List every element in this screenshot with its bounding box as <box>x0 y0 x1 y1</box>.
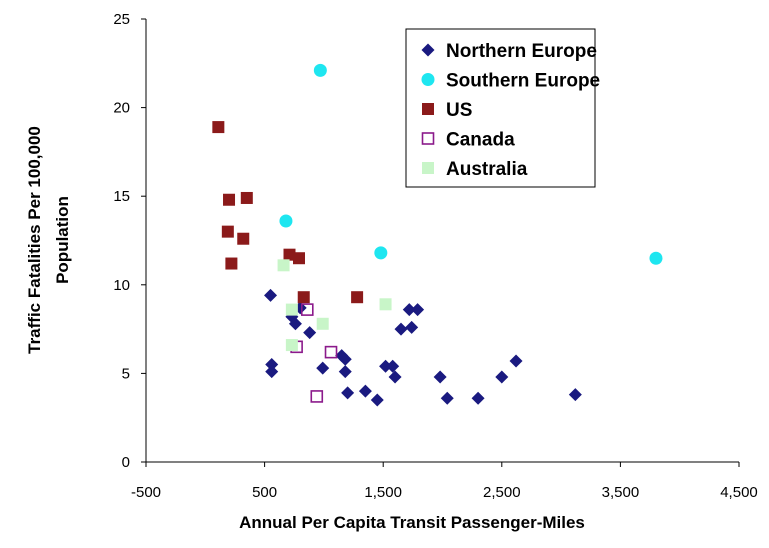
x-tick-label: 500 <box>252 484 277 501</box>
data-point <box>237 232 250 245</box>
series-australia <box>277 259 392 352</box>
plot-area <box>145 19 739 463</box>
series-canada <box>290 303 338 403</box>
data-point <box>285 339 298 352</box>
legend-swatch <box>421 132 435 145</box>
data-point <box>279 214 293 228</box>
x-tick-label: 2,500 <box>483 484 521 501</box>
y-tick-label: 15 <box>113 188 130 205</box>
axis-ticks: 0 5 10 15 20 25 -500 500 1,500 2,500 3,500 4,500 <box>113 11 757 501</box>
data-point <box>288 317 302 331</box>
data-point <box>649 251 663 265</box>
data-point <box>402 303 416 317</box>
legend-label: Southern Europe <box>446 71 600 92</box>
data-point <box>568 388 582 402</box>
data-point <box>283 248 296 261</box>
y-axis-title: Traffic Fatalities Per 100,000 Populatio… <box>25 126 72 354</box>
data-point <box>285 303 298 316</box>
data-point <box>388 370 402 384</box>
y-tick-label: 5 <box>122 365 130 382</box>
legend: Northern Europe Southern Europe US Canada Au… <box>405 28 600 188</box>
data-point <box>264 288 278 302</box>
legend-swatch <box>421 73 435 86</box>
data-point <box>471 391 485 405</box>
y-axis-title-line-2: Population <box>53 196 72 284</box>
series-southern-europe <box>279 63 663 265</box>
data-point <box>223 193 236 206</box>
y-tick-label: 0 <box>122 454 130 471</box>
data-point <box>297 291 310 304</box>
data-points <box>212 63 663 407</box>
legend-swatch <box>422 103 434 115</box>
data-point <box>405 320 419 334</box>
data-point <box>316 361 330 375</box>
legend-item: Southern Europe <box>421 71 600 92</box>
data-point <box>265 358 279 372</box>
legend-label: Northern Europe <box>446 41 597 62</box>
x-tick-label: -500 <box>131 484 161 501</box>
data-point <box>386 359 400 373</box>
y-axis-title-line-1: Traffic Fatalities Per 100,000 <box>25 126 44 354</box>
legend-item: US <box>422 100 472 121</box>
legend-label: Canada <box>446 130 515 151</box>
data-point <box>509 354 523 368</box>
series-northern-europe <box>264 288 582 407</box>
legend-swatch <box>421 43 435 57</box>
data-point <box>374 246 388 260</box>
data-point <box>265 365 279 379</box>
data-point <box>379 298 392 311</box>
data-point <box>225 257 238 270</box>
series-us <box>212 121 364 304</box>
data-point <box>358 384 372 398</box>
data-point <box>303 326 317 340</box>
x-tick-label: 3,500 <box>602 484 640 501</box>
data-point <box>433 370 447 384</box>
data-point <box>240 191 253 204</box>
data-point <box>495 370 509 384</box>
legend-box <box>405 28 596 188</box>
data-point <box>310 390 324 403</box>
data-point <box>341 386 355 400</box>
data-point <box>440 391 454 405</box>
data-point <box>316 317 329 330</box>
y-tick-label: 25 <box>113 11 130 28</box>
data-point <box>351 291 364 304</box>
data-point <box>292 252 305 265</box>
y-tick-label: 10 <box>113 277 130 294</box>
data-point <box>300 303 314 316</box>
data-point <box>379 359 393 373</box>
legend-swatch <box>422 162 434 174</box>
legend-label: Australia <box>446 159 528 180</box>
data-point <box>338 352 352 366</box>
x-tick-label: 1,500 <box>364 484 402 501</box>
data-point <box>324 345 338 359</box>
legend-label: US <box>446 100 472 121</box>
data-point <box>221 225 234 238</box>
data-point <box>277 259 290 272</box>
y-tick-label: 20 <box>113 100 130 117</box>
data-point <box>313 63 327 77</box>
data-point <box>411 303 425 317</box>
data-point <box>370 393 384 407</box>
data-point <box>212 121 225 134</box>
x-tick-label: 4,500 <box>720 484 758 501</box>
data-point <box>394 322 408 336</box>
legend-item: Australia <box>422 159 528 180</box>
legend-item: Northern Europe <box>421 41 597 62</box>
x-axis-title: Annual Per Capita Transit Passenger-Mile… <box>239 513 585 532</box>
legend-item: Canada <box>421 130 515 151</box>
data-point <box>338 365 352 379</box>
